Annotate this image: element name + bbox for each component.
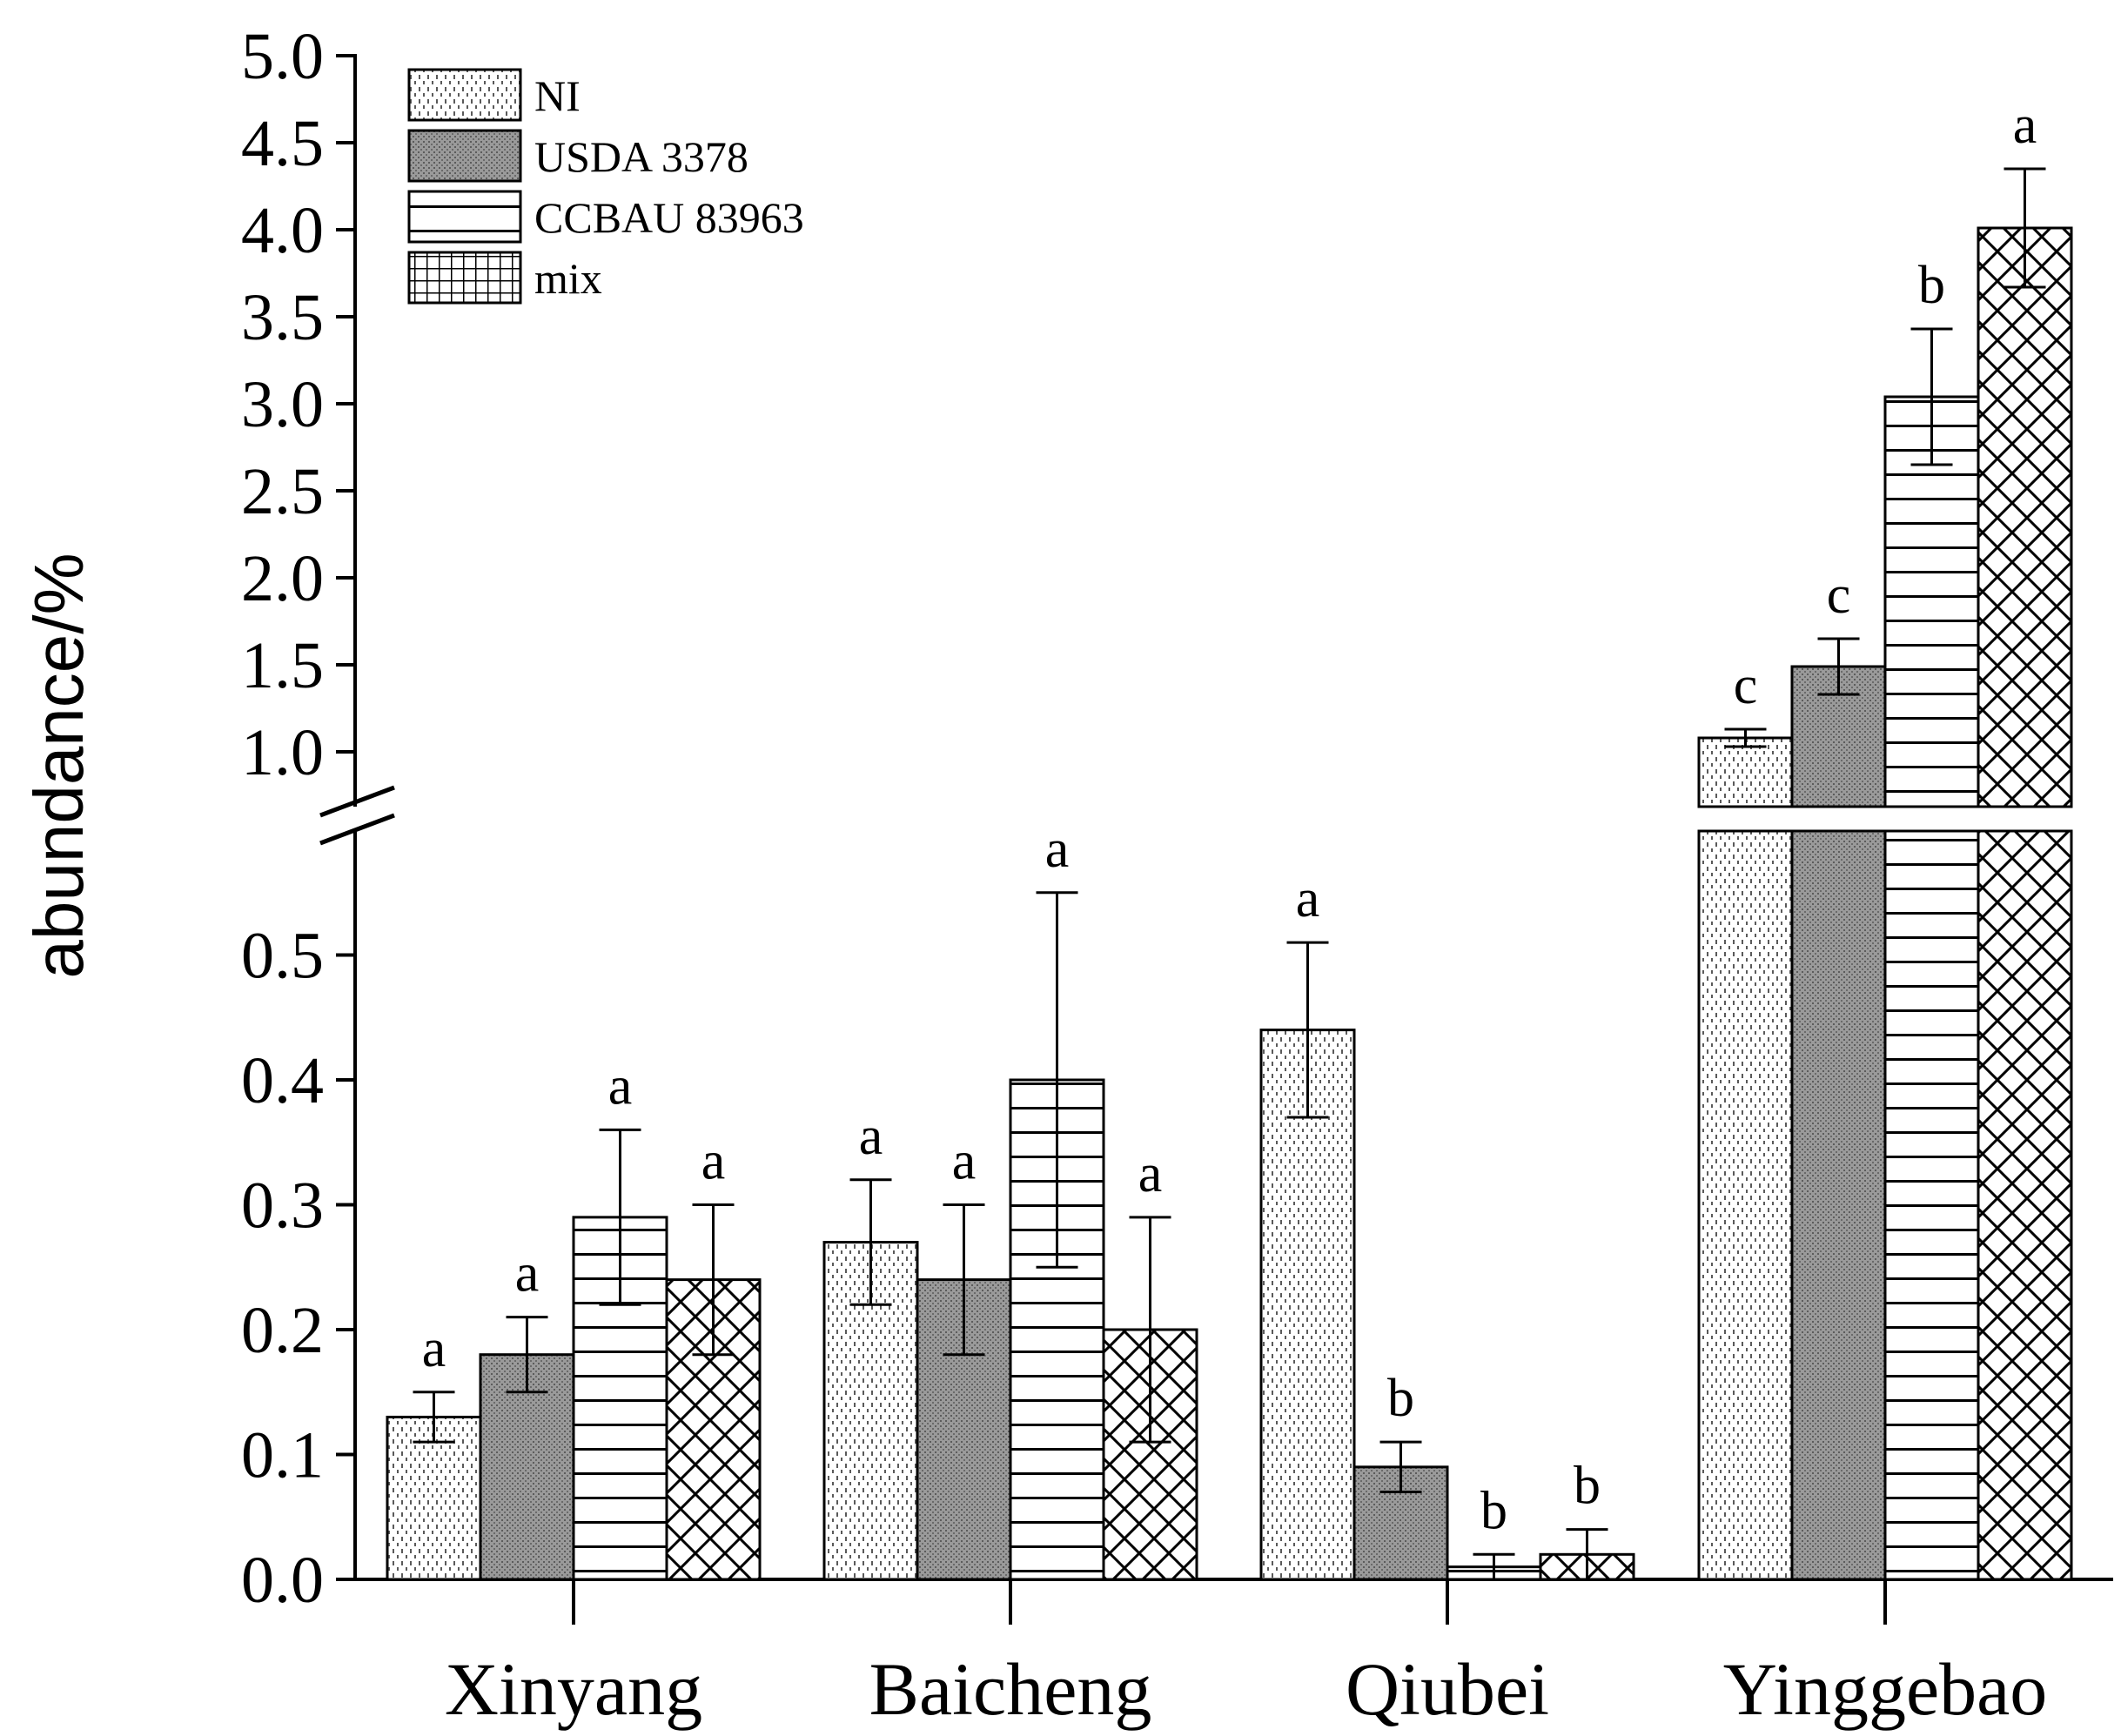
significance-label: b	[1918, 256, 1945, 315]
significance-label: c	[1827, 566, 1851, 625]
y-tick-label: 1.0	[241, 716, 324, 789]
y-tick-label: 4.0	[241, 194, 324, 267]
y-tick-label: 0.1	[241, 1419, 324, 1492]
significance-label: a	[859, 1107, 883, 1166]
x-category-label: Baicheng	[869, 1647, 1152, 1731]
bar	[1977, 226, 2073, 808]
bar	[1697, 829, 1794, 1581]
bar	[1883, 829, 1980, 1581]
significance-label: c	[1734, 656, 1758, 715]
significance-label: b	[1480, 1481, 1507, 1540]
legend-swatch-usda	[407, 129, 522, 183]
y-tick-label: 4.5	[241, 107, 324, 180]
legend-swatch-mix	[407, 251, 522, 305]
y-axis-title: abundance/%	[20, 553, 97, 978]
y-tick-label: 2.0	[241, 542, 324, 615]
x-category-label: Qiubei	[1346, 1647, 1549, 1731]
significance-label: b	[1574, 1457, 1601, 1516]
y-tick-label: 2.5	[241, 455, 324, 528]
significance-label: b	[1387, 1369, 1414, 1428]
labels-layer: 0.0 0.1 0.2 0.3 0.4 0.5 1.0 1.5 2.0 2.5 3.0 3.5 4.0 4…	[241, 20, 2047, 1731]
y-tick-label: 5.0	[241, 20, 324, 93]
significance-label: a	[1296, 869, 1320, 928]
bar	[1259, 1029, 1356, 1581]
significance-label: a	[1045, 820, 1070, 879]
y-tick-label: 1.5	[241, 629, 324, 702]
legend-label-usda: USDA 3378	[534, 132, 748, 181]
legend: NI USDA 3378 CCBAU 83963 mix	[407, 68, 804, 305]
legend-label-ni: NI	[534, 71, 581, 120]
bar	[1977, 829, 2073, 1581]
significance-label: a	[1138, 1144, 1163, 1203]
y-tick-label: 3.5	[241, 281, 324, 354]
y-tick-label: 0.0	[241, 1544, 324, 1617]
significance-label: a	[701, 1132, 726, 1191]
legend-label-mix: mix	[534, 254, 602, 303]
axis-break-mark	[319, 785, 395, 818]
significance-label: a	[2013, 96, 2037, 155]
legend-label-ccbau: CCBAU 83963	[534, 193, 804, 242]
y-tick-label: 0.4	[241, 1044, 324, 1117]
y-tick-label: 0.3	[241, 1170, 324, 1243]
x-category-label: Xinyang	[445, 1647, 702, 1731]
y-tick-label: 0.2	[241, 1294, 324, 1367]
bars-layer	[386, 167, 2073, 1581]
significance-label: a	[608, 1056, 633, 1116]
legend-swatch-ccbau	[407, 190, 522, 244]
y-tick-label: 3.0	[241, 368, 324, 441]
x-category-label: Yinggebao	[1723, 1647, 2048, 1731]
bar	[386, 1415, 482, 1581]
axis-break-mark	[319, 813, 395, 846]
significance-label: a	[952, 1132, 977, 1191]
bar	[1697, 736, 1794, 808]
legend-swatch-ni	[407, 68, 522, 122]
significance-label: a	[422, 1319, 446, 1378]
significance-label: a	[515, 1244, 540, 1304]
y-tick-label: 0.5	[241, 920, 324, 993]
bar	[1790, 829, 1887, 1581]
